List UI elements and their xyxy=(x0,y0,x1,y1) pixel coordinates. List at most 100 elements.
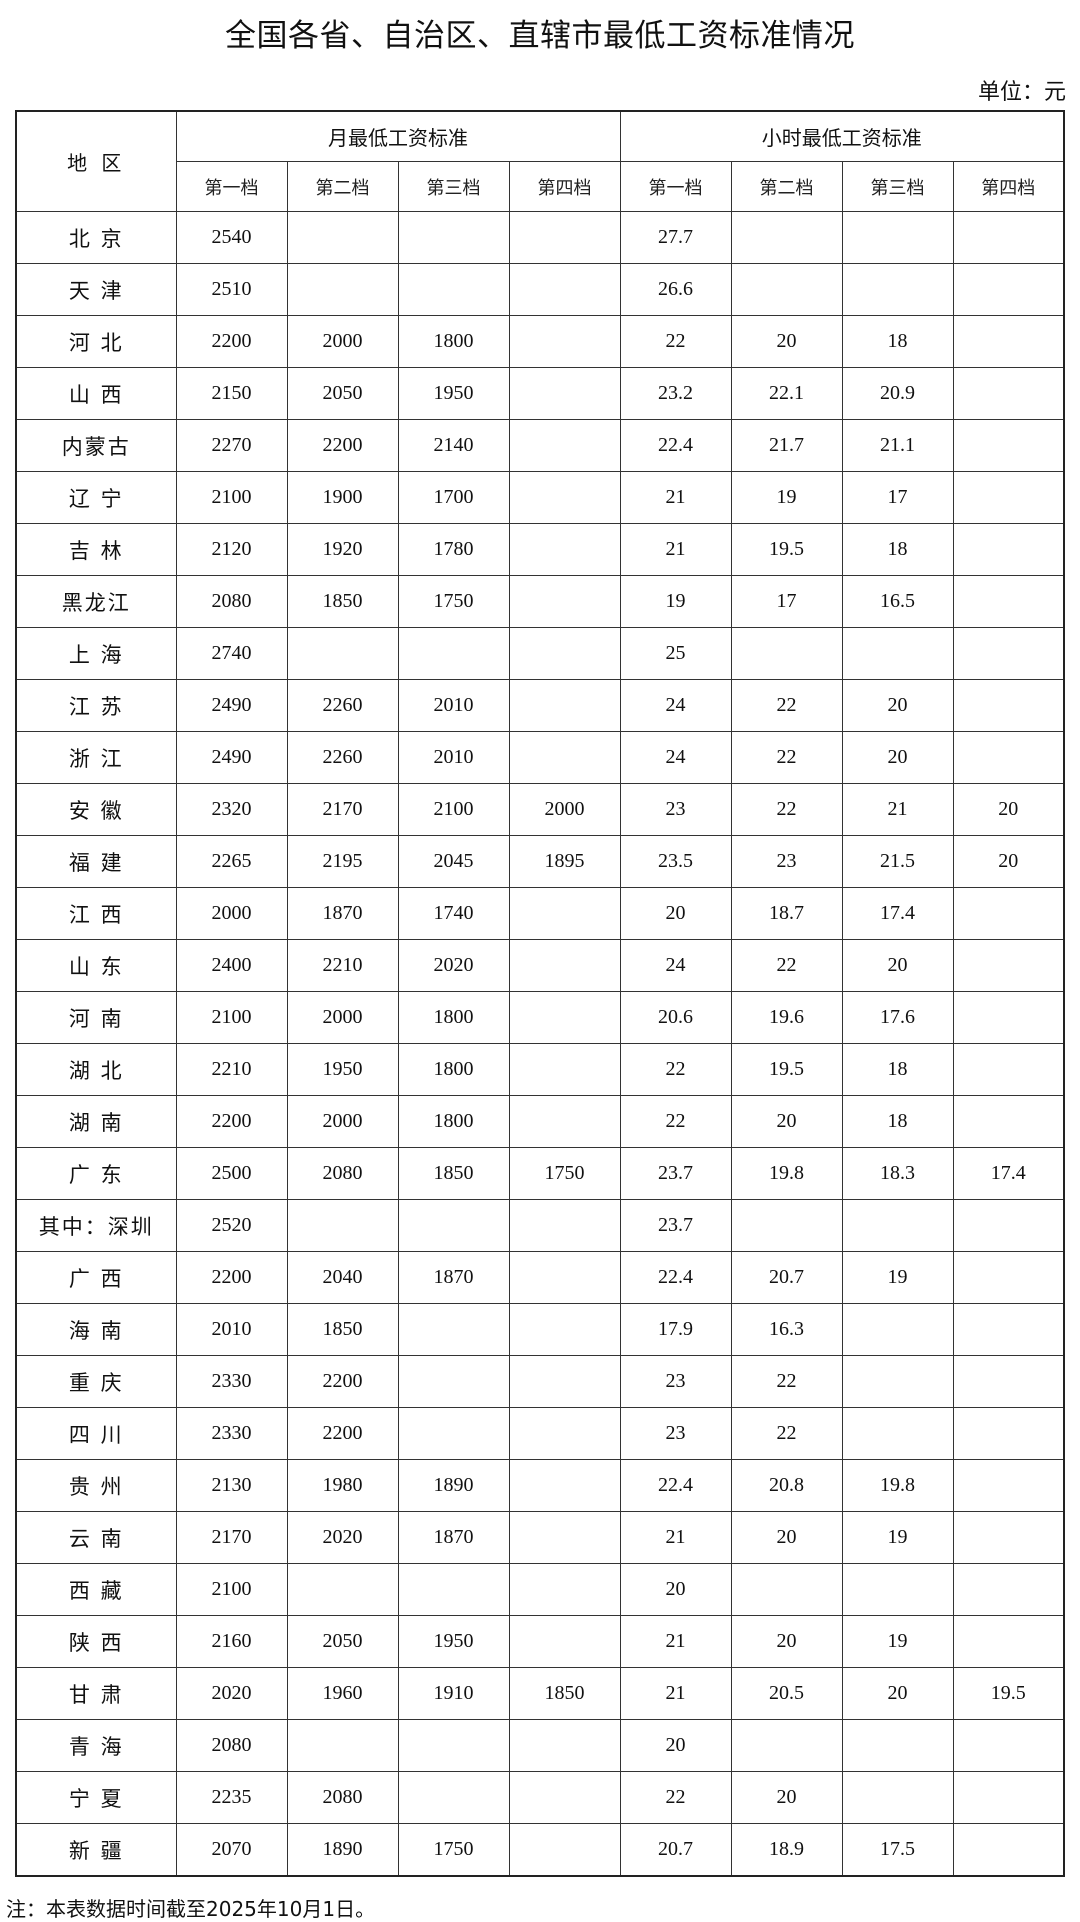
cell-hourly-tier-3 xyxy=(841,263,954,316)
cell-hourly-tier-4 xyxy=(952,1251,1065,1304)
cell-monthly-tier-4 xyxy=(508,1251,621,1304)
cell-hourly-tier-3: 17 xyxy=(841,471,954,524)
cell-hourly-tier-2 xyxy=(730,1199,843,1252)
cell-monthly-tier-2: 1850 xyxy=(286,1303,399,1356)
cell-monthly-tier-3: 1950 xyxy=(397,367,510,420)
cell-hourly-tier-4 xyxy=(952,1095,1065,1148)
cell-monthly-tier-4 xyxy=(508,211,621,264)
cell-hourly-tier-3: 19 xyxy=(841,1511,954,1564)
cell-monthly-tier-4 xyxy=(508,1043,621,1096)
cell-monthly-tier-4: 1850 xyxy=(508,1667,621,1720)
cell-monthly-tier-2: 2260 xyxy=(286,731,399,784)
cell-region: 山 东 xyxy=(15,939,177,992)
cell-hourly-tier-2: 19.8 xyxy=(730,1147,843,1200)
cell-monthly-tier-4 xyxy=(508,731,621,784)
cell-hourly-tier-4 xyxy=(952,887,1065,940)
cell-hourly-tier-2: 20.7 xyxy=(730,1251,843,1304)
cell-hourly-tier-2: 18.9 xyxy=(730,1823,843,1877)
cell-region: 山 西 xyxy=(15,367,177,420)
cell-monthly-tier-3: 1800 xyxy=(397,1095,510,1148)
cell-monthly-tier-2: 2170 xyxy=(286,783,399,836)
table-row: 甘 肃 2020 1960 1910 1850 21 20.5 20 19.5 xyxy=(15,1667,1065,1720)
cell-monthly-tier-2: 2200 xyxy=(286,1407,399,1460)
cell-hourly-tier-2: 19.5 xyxy=(730,523,843,576)
cell-monthly-tier-3 xyxy=(397,211,510,264)
cell-hourly-tier-3: 18 xyxy=(841,315,954,368)
cell-monthly-tier-4 xyxy=(508,419,621,472)
table-row: 云 南 2170 2020 1870 21 20 19 xyxy=(15,1511,1065,1564)
cell-monthly-tier-1: 2400 xyxy=(175,939,288,992)
cell-hourly-tier-1: 23 xyxy=(619,1355,732,1408)
cell-monthly-tier-3: 2045 xyxy=(397,835,510,888)
cell-hourly-tier-1: 22 xyxy=(619,1043,732,1096)
cell-hourly-tier-1: 21 xyxy=(619,471,732,524)
cell-hourly-tier-2: 22 xyxy=(730,1407,843,1460)
cell-region: 陕 西 xyxy=(15,1615,177,1668)
cell-hourly-tier-1: 21 xyxy=(619,1667,732,1720)
header-hourly-tier-1: 第一档 xyxy=(619,161,732,212)
cell-hourly-tier-2: 22 xyxy=(730,679,843,732)
header-hourly-tier-3: 第三档 xyxy=(841,161,954,212)
cell-monthly-tier-2: 2040 xyxy=(286,1251,399,1304)
cell-hourly-tier-1: 24 xyxy=(619,731,732,784)
cell-hourly-tier-4 xyxy=(952,1407,1065,1460)
cell-hourly-tier-3: 17.4 xyxy=(841,887,954,940)
cell-hourly-tier-4 xyxy=(952,1355,1065,1408)
cell-monthly-tier-3: 1800 xyxy=(397,1043,510,1096)
cell-monthly-tier-2 xyxy=(286,627,399,680)
cell-region: 四 川 xyxy=(15,1407,177,1460)
cell-monthly-tier-1: 2510 xyxy=(175,263,288,316)
cell-monthly-tier-4 xyxy=(508,263,621,316)
cell-hourly-tier-1: 23.5 xyxy=(619,835,732,888)
cell-hourly-tier-4 xyxy=(952,315,1065,368)
cell-monthly-tier-1: 2100 xyxy=(175,471,288,524)
cell-monthly-tier-3: 2140 xyxy=(397,419,510,472)
cell-hourly-tier-4 xyxy=(952,575,1065,628)
cell-hourly-tier-2: 19.5 xyxy=(730,1043,843,1096)
cell-hourly-tier-2: 22 xyxy=(730,731,843,784)
cell-hourly-tier-4 xyxy=(952,1043,1065,1096)
cell-hourly-tier-2: 17 xyxy=(730,575,843,628)
cell-hourly-tier-1: 17.9 xyxy=(619,1303,732,1356)
cell-monthly-tier-4 xyxy=(508,367,621,420)
cell-region: 其中：深圳 xyxy=(15,1199,177,1252)
cell-hourly-tier-3: 20.9 xyxy=(841,367,954,420)
cell-hourly-tier-1: 23.7 xyxy=(619,1147,732,1200)
table-row: 湖 北 2210 1950 1800 22 19.5 18 xyxy=(15,1043,1065,1096)
cell-region: 天 津 xyxy=(15,263,177,316)
table-row: 辽 宁 2100 1900 1700 21 19 17 xyxy=(15,471,1065,524)
table-row: 陕 西 2160 2050 1950 21 20 19 xyxy=(15,1615,1065,1668)
cell-monthly-tier-3: 1800 xyxy=(397,991,510,1044)
cell-monthly-tier-1: 2080 xyxy=(175,575,288,628)
cell-hourly-tier-3 xyxy=(841,627,954,680)
cell-hourly-tier-4: 20 xyxy=(952,783,1065,836)
cell-monthly-tier-1: 2070 xyxy=(175,1823,288,1877)
cell-monthly-tier-3: 1850 xyxy=(397,1147,510,1200)
cell-hourly-tier-1: 20.7 xyxy=(619,1823,732,1877)
header-monthly-tier-2: 第二档 xyxy=(286,161,399,212)
cell-monthly-tier-4: 1750 xyxy=(508,1147,621,1200)
cell-hourly-tier-3: 18 xyxy=(841,1095,954,1148)
cell-monthly-tier-1: 2130 xyxy=(175,1459,288,1512)
cell-hourly-tier-3: 18.3 xyxy=(841,1147,954,1200)
cell-hourly-tier-3: 19 xyxy=(841,1251,954,1304)
table-row: 北 京 2540 27.7 xyxy=(15,211,1065,264)
cell-hourly-tier-3: 18 xyxy=(841,1043,954,1096)
table-row: 新 疆 2070 1890 1750 20.7 18.9 17.5 xyxy=(15,1823,1065,1877)
table-row: 湖 南 2200 2000 1800 22 20 18 xyxy=(15,1095,1065,1148)
cell-monthly-tier-1: 2200 xyxy=(175,1095,288,1148)
cell-region: 宁 夏 xyxy=(15,1771,177,1824)
cell-monthly-tier-1: 2020 xyxy=(175,1667,288,1720)
cell-hourly-tier-1: 23.7 xyxy=(619,1199,732,1252)
cell-monthly-tier-1: 2120 xyxy=(175,523,288,576)
cell-monthly-tier-1: 2150 xyxy=(175,367,288,420)
header-monthly-tier-4: 第四档 xyxy=(508,161,621,212)
header-monthly: 月最低工资标准 xyxy=(175,110,621,162)
cell-monthly-tier-4 xyxy=(508,523,621,576)
cell-hourly-tier-2 xyxy=(730,1719,843,1772)
table-row: 广 西 2200 2040 1870 22.4 20.7 19 xyxy=(15,1251,1065,1304)
table-row: 重 庆 2330 2200 23 22 xyxy=(15,1355,1065,1408)
cell-hourly-tier-1: 24 xyxy=(619,679,732,732)
cell-hourly-tier-4 xyxy=(952,1823,1065,1877)
cell-hourly-tier-4 xyxy=(952,1199,1065,1252)
